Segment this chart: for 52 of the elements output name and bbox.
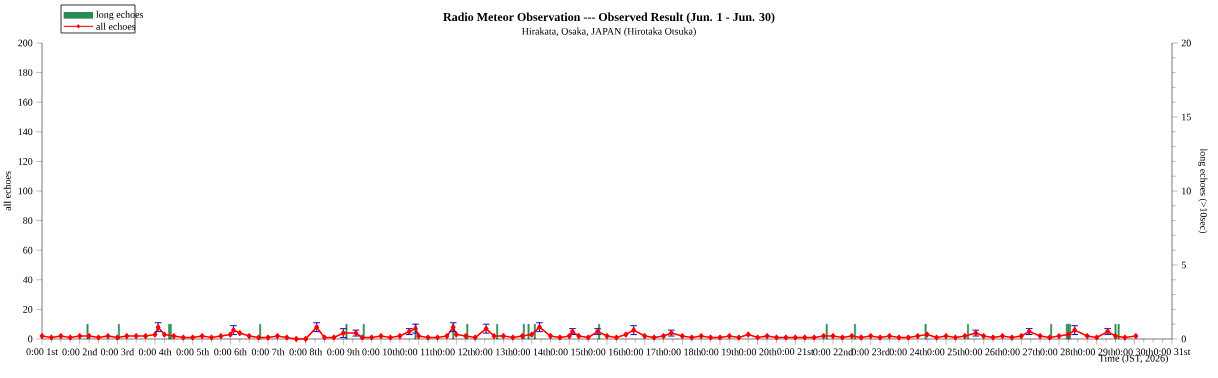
x-tick-label: 0:00 2nd bbox=[62, 348, 98, 356]
x-tick-label: 0:00 4th bbox=[138, 348, 172, 356]
y-tick-label: 80 bbox=[23, 217, 33, 224]
y2-tick-label: 20 bbox=[1181, 39, 1191, 47]
y-tick-label: 60 bbox=[23, 246, 33, 254]
y2-axis-title: long echoes (>10sec) bbox=[1198, 148, 1208, 234]
x-tick-label: 0:00 10th bbox=[362, 348, 400, 356]
x-tick-label: 0:00 30th bbox=[1115, 348, 1154, 356]
x-tick-label: 0:00 13th bbox=[475, 348, 513, 356]
chart-subtitle: Hirakata, Osaka, JAPAN (Hirotaka Otsuka) bbox=[522, 27, 696, 37]
y2-tick-label: 10 bbox=[1182, 187, 1191, 195]
x-tick-label: 0:00 5th bbox=[176, 348, 210, 356]
x-tick-label: 0:00 1st bbox=[26, 348, 58, 356]
y-tick-label: 180 bbox=[18, 69, 33, 76]
x-tick-label: 0:00 31st bbox=[1153, 348, 1191, 356]
x-tick-label: 0:00 29th bbox=[1078, 348, 1116, 356]
x-tick-label: 0:00 14th bbox=[513, 348, 551, 356]
legend-label: long echoes bbox=[96, 10, 144, 20]
x-tick-label: 0:00 27th bbox=[1002, 348, 1041, 356]
x-tick-label: 0:00 25th bbox=[927, 348, 965, 356]
y-tick-label: 40 bbox=[22, 276, 33, 284]
x-tick-label: 0:00 26th bbox=[965, 348, 1003, 356]
y-tick-label: 160 bbox=[18, 98, 33, 106]
y-tick-label: 0 bbox=[28, 335, 33, 343]
x-tick-label: 0:00 12th bbox=[437, 348, 476, 356]
x-tick-label: 0:00 8th bbox=[289, 348, 323, 356]
x-tick-label: 0:00 24th bbox=[889, 348, 928, 356]
y2-tick-label: 0 bbox=[1181, 335, 1186, 343]
legend-label: all echoes bbox=[96, 22, 136, 30]
x-tick-label: 0:00 11th bbox=[400, 348, 438, 356]
y-tick-label: 120 bbox=[18, 158, 33, 165]
x-tick-label: 0:00 20th bbox=[739, 348, 777, 356]
y-tick-label: 100 bbox=[18, 187, 33, 195]
x-tick-label: 0:00 15th bbox=[550, 348, 589, 356]
y-tick-label: 20 bbox=[23, 306, 33, 313]
chart-title: Radio Meteor Observation --- Observed Result (Jun. 1 - Jun. 30) bbox=[443, 12, 775, 24]
x-tick-label: 0:00 7th bbox=[251, 348, 285, 356]
x-tick-label: 0:00 17th bbox=[626, 348, 664, 356]
x-tick-label: 0:00 21st bbox=[777, 348, 814, 356]
x-tick-label: 0:00 9th bbox=[327, 348, 360, 356]
x-tick-label: 0:00 3rd bbox=[100, 348, 135, 356]
y-tick-label: 200 bbox=[18, 39, 33, 47]
x-tick-label: 0:00 23rd bbox=[851, 348, 890, 356]
y2-tick-label: 5 bbox=[1181, 261, 1186, 269]
x-tick-label: 0:00 18th bbox=[663, 348, 702, 356]
y-tick-label: 140 bbox=[18, 128, 33, 136]
x-tick-label: 0:00 28th bbox=[1040, 348, 1078, 356]
x-tick-label: 0:00 6th bbox=[214, 348, 247, 356]
x-tick-label: 0:00 16th bbox=[588, 348, 626, 356]
y-axis-title: all echoes bbox=[3, 171, 11, 211]
x-tick-label: 0:00 19th bbox=[701, 348, 739, 356]
y2-tick-label: 15 bbox=[1182, 113, 1191, 121]
